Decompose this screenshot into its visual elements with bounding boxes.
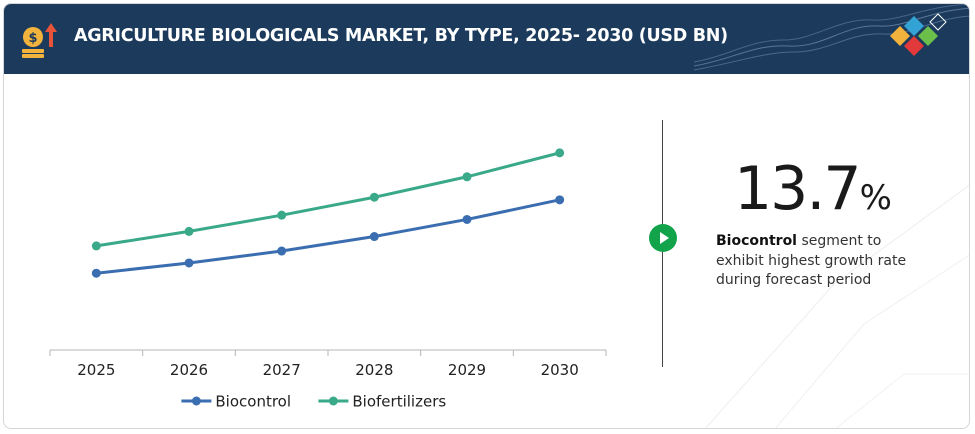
x-tick-label: 2030 (541, 361, 579, 379)
svg-text:$: $ (28, 31, 37, 46)
data-point-biofertilizers (277, 210, 287, 220)
data-point-biofertilizers (184, 226, 194, 236)
series-line-biofertilizers (96, 151, 561, 248)
data-point-biofertilizers (555, 148, 565, 158)
highlight-segment: Biocontrol (716, 233, 797, 249)
play-icon[interactable] (649, 224, 677, 252)
data-point-biofertilizers (91, 241, 101, 251)
legend-marker-biofertilizers (328, 396, 338, 406)
x-tick-label: 2028 (355, 361, 393, 379)
legend-label: Biocontrol (215, 393, 291, 411)
data-point-biofertilizers (369, 192, 379, 202)
data-point-biocontrol (91, 268, 101, 278)
legend-label: Biofertilizers (352, 393, 446, 411)
data-point-biocontrol (462, 214, 472, 224)
x-tick-label: 2025 (77, 361, 115, 379)
data-point-biocontrol (369, 232, 379, 242)
colored-diamonds-logo (890, 13, 947, 56)
header-bar: $ AGRICULTURE BIOLOGICALS MARKET, BY TYP… (4, 4, 969, 74)
dollar-coin-growth-icon: $ (22, 23, 57, 58)
x-tick-label: 2027 (263, 361, 301, 379)
market-card: $ AGRICULTURE BIOLOGICALS MARKET, BY TYP… (3, 3, 970, 429)
growth-rate-description: Biocontrol segment to exhibit highest gr… (716, 232, 926, 291)
data-point-biofertilizers (462, 172, 472, 182)
data-point-biocontrol (184, 258, 194, 268)
growth-rate-value: 13.7 (734, 154, 862, 224)
legend-marker-biocontrol (191, 396, 201, 406)
background-line-decoration (705, 184, 969, 428)
description-text: segment to exhibit highest growth rate d… (716, 233, 907, 288)
data-point-biocontrol (555, 195, 565, 205)
growth-rate-stat: 13.7% (734, 154, 892, 224)
line-chart: 2025 2026 2027 2028 2029 2030 Biocontrol Biofe… (49, 148, 607, 411)
growth-rate-unit: % (859, 178, 892, 218)
chart-title: AGRICULTURE BIOLOGICALS MARKET, BY TYPE,… (74, 26, 728, 46)
x-tick-label: 2026 (170, 361, 208, 379)
data-point-biocontrol (277, 246, 287, 256)
x-tick-label: 2029 (448, 361, 486, 379)
series-line-biocontrol (96, 198, 560, 275)
